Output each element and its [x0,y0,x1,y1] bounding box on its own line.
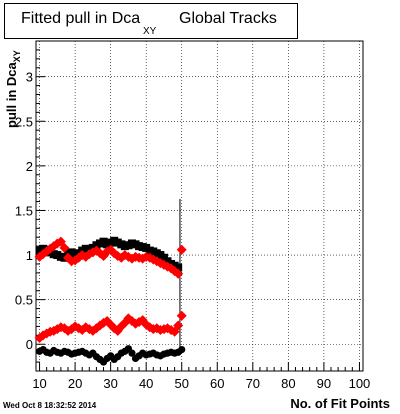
chart-title-subscript: XY [143,26,157,37]
x-tick-label: 60 [210,376,224,391]
y-axis-label-subscript: XY [12,50,22,63]
plot-frame [35,40,364,372]
x-tick-label: 90 [317,376,331,391]
y-tick-label: 2 [26,159,33,174]
x-tick-label: 80 [281,376,295,391]
data-point-diamond [173,320,184,331]
x-tick-label: 100 [349,376,371,391]
chart-title-suffix: Global Tracks [179,10,277,27]
chart-title-box: Fitted pull in Dca XY Global Tracks [4,3,298,39]
data-point-diamond [70,255,81,266]
chart-title: Fitted pull in Dca [21,10,141,27]
x-tick-label: 30 [103,376,117,391]
y-tick-label: 1.5 [15,203,33,218]
data-point-circle [178,345,186,354]
y-tick-label: 2.5 [15,114,33,129]
data-point-diamond [176,310,187,321]
axis-ticks [36,49,360,371]
data-point-diamond [126,253,137,264]
data-point-diamond [173,268,184,279]
x-axis-label: No. of Fit Points [290,396,390,411]
y-tick-label: 3 [26,70,33,85]
data-point-square [174,263,183,272]
tick-labels: 10 20 30 40 50 60 70 80 90 100 0 0.5 1 1.5 2 2.5 3 [15,70,370,391]
grid-lines [36,41,363,371]
y-tick-label: 0.5 [15,293,33,308]
data-point-diamond [59,242,70,253]
data-point-diamond [176,244,187,255]
x-tick-label: 20 [68,376,82,391]
y-tick-label: 1 [26,248,33,263]
y-tick-label: 0 [26,337,33,352]
data-point-diamond [137,253,148,264]
data-markers [34,236,187,366]
x-tick-label: 10 [32,376,46,391]
y-axis-label: pull in DcaXY [4,50,22,128]
x-tick-label: 40 [139,376,153,391]
y-axis-label-text: pull in Dca [4,62,19,128]
timestamp: Wed Oct 8 18:32:52 2014 [3,401,97,410]
data-point-circle [128,349,136,357]
x-tick-label: 70 [246,376,260,391]
x-tick-label: 50 [174,376,188,391]
